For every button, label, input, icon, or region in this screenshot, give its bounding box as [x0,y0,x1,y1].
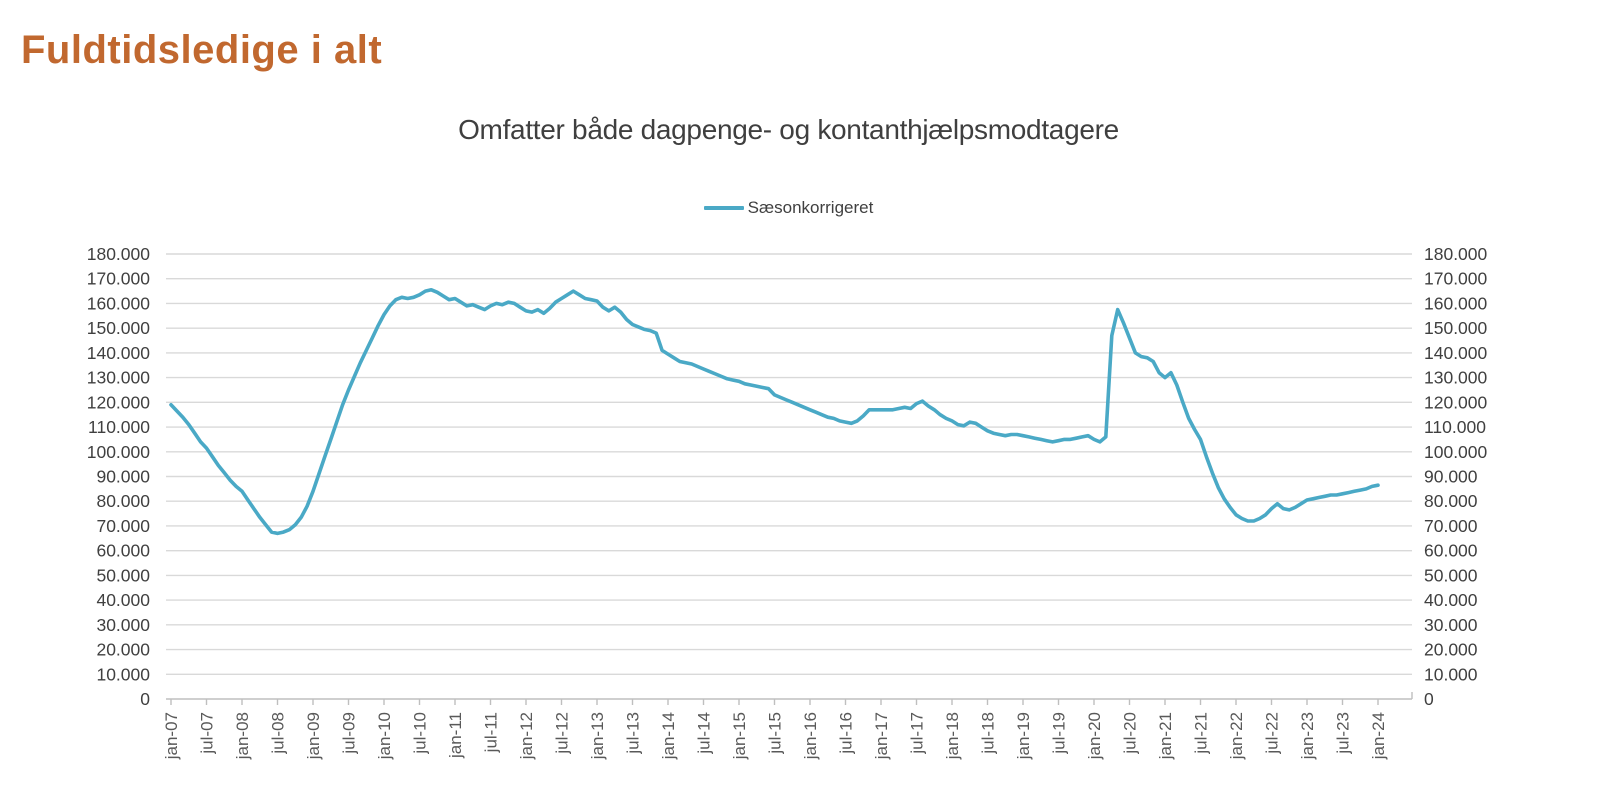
x-axis-label: jul-12 [552,712,571,755]
y-axis-label-right: 170.000 [1424,269,1488,289]
x-axis-label: jan-12 [517,712,536,760]
x-axis-label: jan-16 [801,712,820,760]
x-axis-label: jan-14 [659,712,678,760]
y-axis-label-right: 70.000 [1424,516,1478,536]
x-axis-label: jul-07 [197,712,216,755]
x-axis-label: jan-20 [1085,712,1104,760]
y-axis-label-left: 70.000 [96,516,150,536]
y-axis-label-left: 30.000 [96,615,150,635]
y-axis-label-right: 60.000 [1424,541,1478,561]
page-title: Fuldtidsledige i alt [21,28,383,72]
y-axis-label-right: 50.000 [1424,565,1478,585]
y-axis-label-right: 40.000 [1424,590,1478,610]
y-axis-label-right: 10.000 [1424,664,1478,684]
x-axis-label: jul-09 [339,712,358,755]
x-axis-label: jul-10 [410,712,429,755]
y-axis-label-left: 100.000 [87,442,151,462]
x-axis-label: jul-16 [836,712,855,755]
y-axis-label-left: 90.000 [96,467,150,487]
y-axis-label-left: 60.000 [96,541,150,561]
chart-legend[interactable]: Sæsonkorrigeret [165,198,1412,218]
x-axis-label: jul-11 [481,712,500,753]
x-axis-label: jul-22 [1262,712,1281,755]
legend-series-label: Sæsonkorrigeret [747,198,874,217]
y-axis-label-right: 140.000 [1424,343,1488,363]
y-axis-label-right: 180.000 [1424,244,1488,264]
x-axis-label: jan-07 [162,712,181,760]
x-axis-label: jan-22 [1227,712,1246,760]
y-axis-label-right: 150.000 [1424,318,1488,338]
y-axis-label-left: 20.000 [96,640,150,660]
legend-line-swatch [703,206,744,210]
y-axis-label-left: 150.000 [87,318,151,338]
y-axis-label-right: 20.000 [1424,640,1478,660]
y-axis-label-right: 30.000 [1424,615,1478,635]
y-axis-label-right: 90.000 [1424,467,1478,487]
y-axis-label-left: 0 [140,689,150,709]
plot-area: 0 0 10.000 10.000 20.000 20.000 30.000 30.000 40… [87,244,1488,760]
x-axis-label: jul-15 [765,712,784,755]
chart-title: Omfatter både dagpenge- og kontanthjælps… [458,114,1119,145]
x-axis-label: jan-21 [1156,712,1175,760]
y-axis-label-left: 40.000 [96,590,150,610]
x-axis-label: jul-13 [623,712,642,755]
y-axis-label-right: 80.000 [1424,491,1478,511]
x-axis-label: jan-17 [872,712,891,760]
x-axis-label: jan-13 [588,712,607,760]
y-axis-label-left: 120.000 [87,392,151,412]
x-axis-label: jul-17 [907,712,926,755]
x-axis-label: jul-20 [1120,712,1139,755]
x-axis-label: jan-10 [375,712,394,760]
y-axis-label-right: 0 [1424,689,1434,709]
x-axis-label: jul-18 [978,712,997,755]
x-axis-label: jan-18 [943,712,962,760]
y-axis-label-left: 80.000 [96,491,150,511]
y-axis-label-left: 170.000 [87,269,151,289]
x-axis-label: jul-08 [268,712,287,755]
y-axis-label-left: 140.000 [87,343,151,363]
x-axis-label: jan-08 [233,712,252,760]
x-axis-label: jul-21 [1191,712,1210,755]
x-axis-label: jan-19 [1014,712,1033,760]
y-axis-label-left: 180.000 [87,244,151,264]
x-axis-label: jan-23 [1298,712,1317,760]
y-axis-label-right: 110.000 [1424,417,1486,437]
x-axis-label: jul-14 [694,712,713,755]
x-axis-label: jan-15 [730,712,749,760]
y-axis-label-right: 130.000 [1424,368,1488,388]
x-axis-label: jul-23 [1333,712,1352,755]
x-axis-label: jul-19 [1049,712,1068,755]
y-axis-label-right: 160.000 [1424,293,1488,313]
y-axis-label-left: 10.000 [96,664,150,684]
y-axis-label-right: 100.000 [1424,442,1488,462]
x-axis-label: jan-24 [1369,712,1388,760]
y-axis-label-left: 50.000 [96,565,150,585]
y-axis-label-left: 130.000 [87,368,151,388]
x-axis-label: jan-09 [304,712,323,760]
series-line-saesonkorrigeret [169,287,1380,536]
y-axis-label-right: 120.000 [1424,392,1488,412]
y-axis-label-left: 110.000 [88,417,150,437]
y-axis-label-left: 160.000 [87,293,151,313]
x-axis-label: jan-11 [446,712,465,759]
